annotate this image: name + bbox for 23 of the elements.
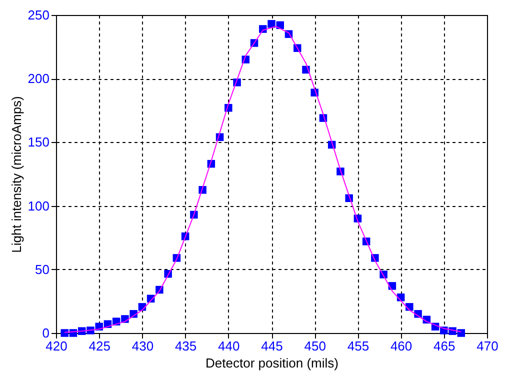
x-tick-label: 440 [218,338,240,354]
point [457,329,466,337]
x-tick-label: 435 [174,338,197,354]
x-tick-label: 430 [132,338,154,354]
x-axis-title: Detector position (mils) [206,356,338,370]
x-tick-label: 445 [261,338,283,354]
point [60,329,68,337]
x-tick-label: 470 [476,338,498,354]
y-tick-label: 250 [28,8,50,22]
point [276,21,284,30]
x-tick-label: 450 [304,338,326,354]
x-tick-label: 460 [390,338,412,354]
point [268,20,276,28]
y-tick-label: 200 [28,71,50,86]
x-tick-label: 420 [46,338,68,354]
y-tick-label: 100 [28,198,50,214]
x-tick-label: 425 [88,338,110,354]
y-tick-label: 50 [35,262,50,277]
y-axis-title: Light intensity (microAmps) [8,96,24,253]
y-tick-label: 150 [28,134,50,150]
x-tick-label: 455 [347,338,370,354]
x-tick-label: 465 [434,338,456,354]
y-tick-label: 0 [42,326,50,340]
